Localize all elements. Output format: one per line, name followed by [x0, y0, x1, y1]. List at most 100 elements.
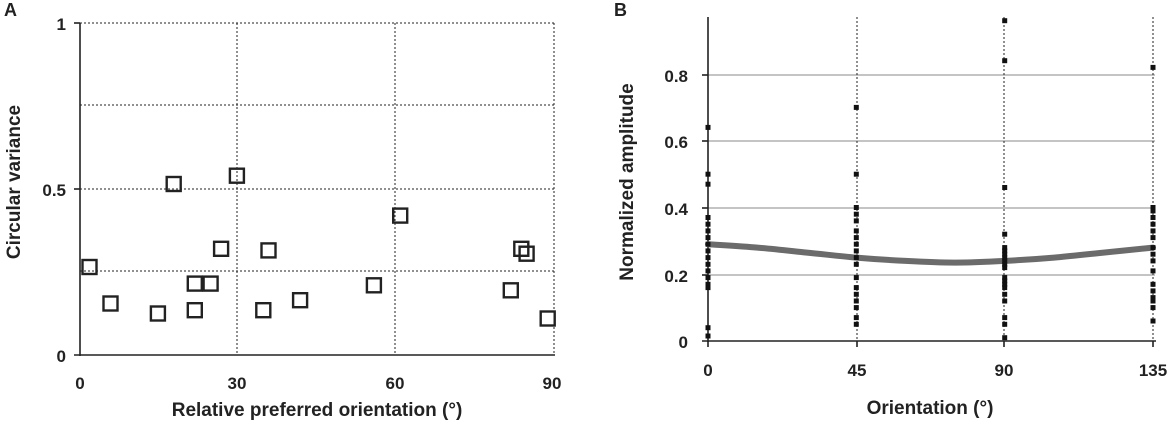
panel-b-data-point	[1150, 281, 1156, 287]
panel-b-data-point	[705, 281, 711, 287]
panel-a-data-point	[186, 275, 204, 292]
panel-b-data-point	[1002, 251, 1008, 257]
panel-b-data-point	[1002, 185, 1008, 190]
panel-b-data-point	[705, 171, 711, 177]
panel-b-data-point	[1002, 58, 1008, 64]
panel-b-data-point	[1150, 288, 1156, 294]
panel-b-data-point	[853, 298, 859, 304]
panel-b-x-tick-marks	[707, 341, 1154, 347]
panel-b-data-point	[1150, 305, 1156, 311]
panel-b-data-point	[1150, 295, 1156, 301]
panel-b-xtick-label: 135	[1139, 361, 1167, 380]
panel-b-data-point	[1002, 321, 1008, 327]
panel-a-data-point	[291, 292, 309, 309]
panel-b-data-point	[1002, 298, 1008, 304]
panel-b-data-point	[1002, 248, 1008, 254]
panel-b-data-point	[1150, 64, 1156, 70]
panel-a-xtick-label: 60	[386, 374, 405, 393]
panel-b-data-point	[1150, 251, 1156, 257]
panel-b-letter: B	[614, 0, 627, 20]
panel-a-data-point	[186, 302, 204, 319]
panel-b-data-point	[853, 104, 859, 110]
panel-b-data-point	[705, 248, 711, 254]
panel-b-data-point	[705, 285, 711, 291]
panel-a-y-tick-marks	[74, 22, 80, 190]
panel-b-fit-curve-group	[705, 241, 1156, 266]
panel-a-x-axis-title: Relative preferred orientation (°)	[172, 400, 463, 421]
panel-b-data-point	[705, 241, 711, 247]
panel-b-data-point	[853, 228, 859, 234]
panel-b-data-point	[1002, 261, 1008, 267]
panel-a-data-point	[502, 282, 519, 299]
panel-b-ytick-label: 0.8	[664, 67, 688, 86]
panel-b-data-point	[1150, 208, 1156, 214]
panel-a-data-point	[513, 240, 530, 258]
panel-b-data-point	[1150, 245, 1156, 251]
panel-b-data-point	[853, 211, 859, 217]
panel-a-letter: A	[4, 0, 17, 20]
panel-b-data-point	[1150, 235, 1156, 241]
panel-b-data-point	[705, 275, 711, 281]
panel-b-data-point	[853, 285, 859, 291]
panel-a-data-points	[81, 167, 556, 327]
panel-b-data-point	[1150, 258, 1156, 264]
panel-b-fit-curve	[705, 241, 1156, 266]
panel-b-data-point	[705, 325, 711, 331]
panel-b-ytick-label: 0.6	[664, 133, 688, 152]
panel-a-data-point	[102, 295, 119, 312]
panel-b-data-point	[705, 228, 711, 234]
panel-b-x-axis-title: Orientation (°)	[867, 398, 994, 419]
panel-a-ytick-label: 0.5	[42, 181, 66, 200]
panel-b-data-point	[853, 291, 859, 297]
panel-b-data-point	[1150, 205, 1156, 210]
panel-b-data-point	[853, 315, 859, 321]
panel-b-data-point	[853, 248, 859, 254]
panel-b-data-point	[1002, 18, 1008, 24]
panel-b-xtick-label: 45	[848, 361, 867, 380]
panel-a-data-point	[260, 242, 277, 259]
panel-b-data-point	[853, 218, 859, 224]
panel-b-data-point	[853, 305, 859, 311]
panel-a-y-axis-title: Circular variance	[4, 105, 25, 259]
panel-b-data-point	[853, 235, 859, 241]
panel-b-data-point	[1002, 245, 1008, 251]
panel-a-data-point	[518, 245, 535, 262]
panel-b-data-point	[705, 235, 711, 241]
panel-a-data-point	[165, 175, 182, 193]
panel-b-data-point	[1002, 255, 1008, 261]
panel-b-data-point	[1002, 285, 1008, 291]
panel-b-xtick-label: 0	[703, 361, 712, 380]
panel-b-data-point	[853, 255, 859, 261]
panel-b-ytick-label: 0	[679, 333, 688, 352]
panel-b-ytick-label: 0.4	[664, 200, 688, 219]
panel-b-data-point	[1150, 268, 1156, 274]
panel-b-data-point	[705, 181, 711, 187]
panel-b-data-point	[1002, 275, 1008, 281]
panel-a-data-point	[202, 275, 219, 292]
panel-b-data-point	[705, 333, 711, 339]
panel-a-xtick-label: 90	[543, 374, 562, 393]
panel-b-data-point	[705, 261, 711, 267]
panel-b-data-point	[853, 241, 859, 247]
panel-b-data-point	[705, 255, 711, 261]
panel-a-data-point	[392, 207, 409, 224]
panel-b-data-point	[853, 205, 859, 210]
panel-a-data-point	[228, 167, 246, 184]
panel-b-data-point	[853, 171, 859, 177]
panel-b-data-point	[1002, 278, 1008, 284]
panel-b-y-tick-marks	[702, 74, 708, 276]
panel-b-data-point	[705, 215, 711, 220]
panel-a: A 1 0.5 0 0 30 60 90 Relative preferred …	[4, 0, 561, 421]
panel-b-data-point	[853, 275, 859, 281]
panel-b-data-point	[705, 124, 711, 130]
panel-a-data-point	[149, 305, 167, 322]
panel-b-ytick-label: 0.2	[664, 267, 688, 286]
panel-b-data-point	[1002, 258, 1008, 264]
panel-b-data-point	[1150, 215, 1156, 220]
panel-b-data-point	[705, 268, 711, 274]
panel-a-data-point	[212, 240, 230, 258]
panel-a-data-point	[81, 258, 98, 276]
panel-b-data-point	[705, 221, 711, 227]
panel-b-data-point	[1002, 335, 1008, 341]
